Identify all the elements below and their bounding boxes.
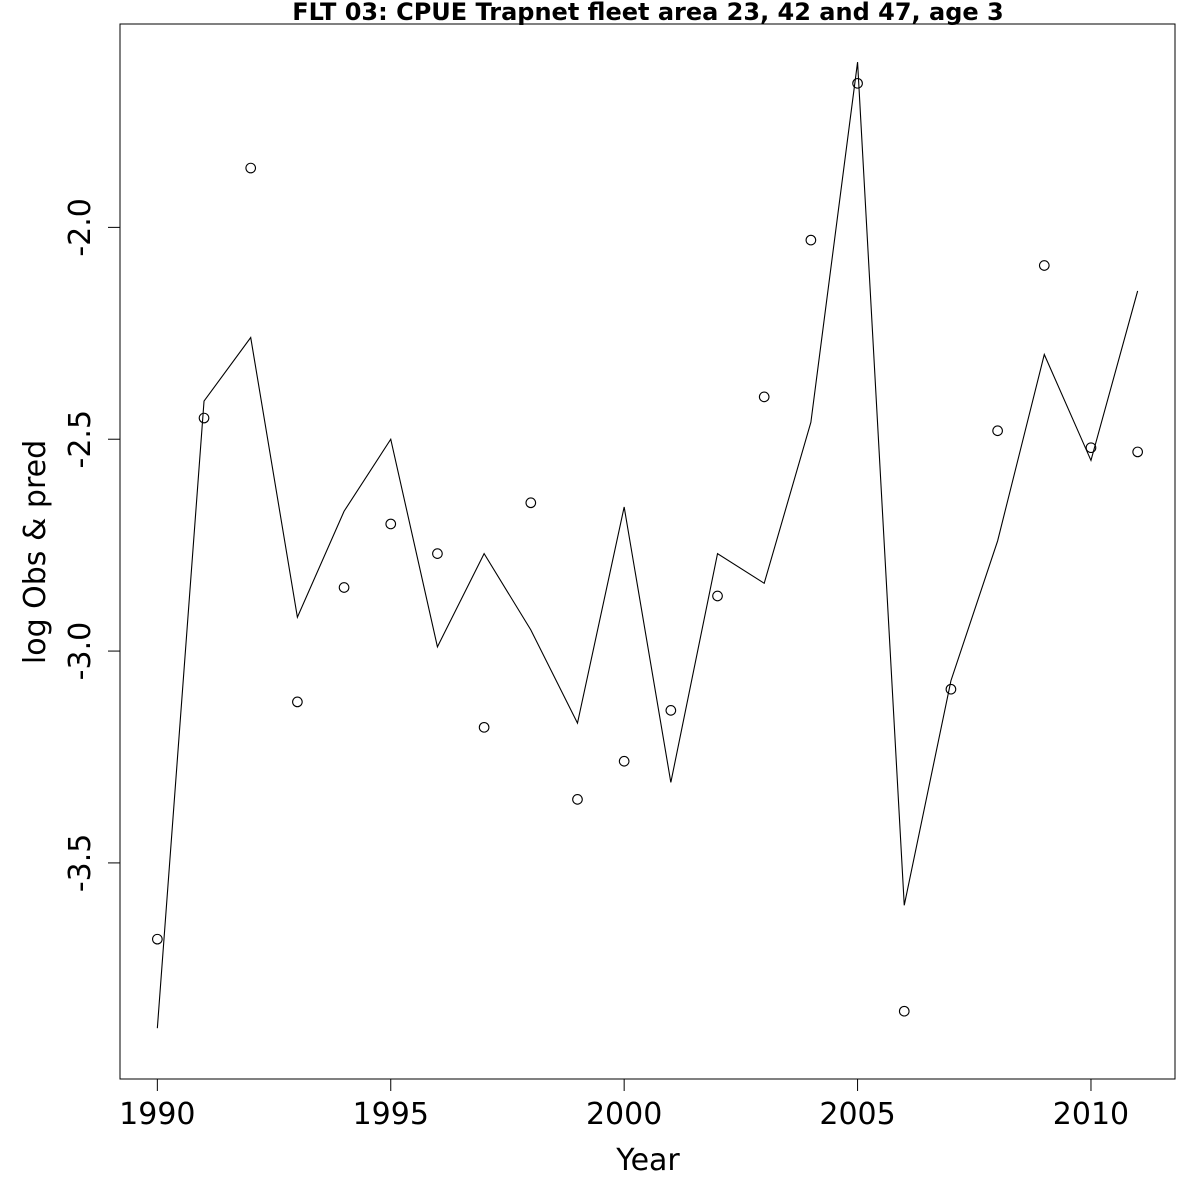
observed-point <box>338 582 350 593</box>
y-tick-label: -2.5 <box>63 410 98 469</box>
observed-point <box>1132 446 1143 458</box>
series-layer <box>152 62 1143 1029</box>
observed-point <box>385 518 397 530</box>
x-axis: 1990 1995 2000 2005 2010 <box>119 1078 1129 1132</box>
y-axis-label: log Obs & pred <box>18 440 53 664</box>
observed-point <box>618 755 630 767</box>
observed-point <box>152 933 163 945</box>
observed-point <box>572 794 583 805</box>
observed-point <box>758 391 770 403</box>
observed-point <box>992 425 1003 437</box>
observed-point <box>432 548 443 559</box>
x-tick-label: 1995 <box>353 1097 429 1132</box>
x-tick-label: 1990 <box>119 1097 195 1132</box>
observed-point <box>198 412 210 424</box>
x-tick-label: 2010 <box>1053 1097 1129 1132</box>
observed-point <box>945 683 957 695</box>
x-tick-label: 2000 <box>586 1097 662 1132</box>
observed-point <box>525 497 537 509</box>
y-tick-label: -3.0 <box>63 622 98 681</box>
x-axis-label: Year <box>615 1143 680 1178</box>
observed-point <box>245 162 257 174</box>
y-axis: -3.5 -3.0 -2.5 -2.0 <box>63 198 121 893</box>
y-tick-label: -3.5 <box>63 834 98 893</box>
plot-frame <box>119 23 1176 1080</box>
observed-point <box>805 234 817 246</box>
y-tick-label: -2.0 <box>63 198 98 257</box>
x-tick-label: 2005 <box>819 1097 895 1132</box>
observed-point <box>898 1005 910 1017</box>
observed-point <box>478 721 490 733</box>
observed-point <box>852 77 863 89</box>
chart-title: FLT 03: CPUE Trapnet fleet area 23, 42 a… <box>292 0 1003 26</box>
observed-point <box>665 705 677 716</box>
observed-point <box>1038 260 1050 271</box>
observed-point <box>712 590 723 602</box>
predicted-line <box>156 62 1139 1029</box>
observed-point <box>1085 442 1097 454</box>
observed-point <box>292 696 303 708</box>
